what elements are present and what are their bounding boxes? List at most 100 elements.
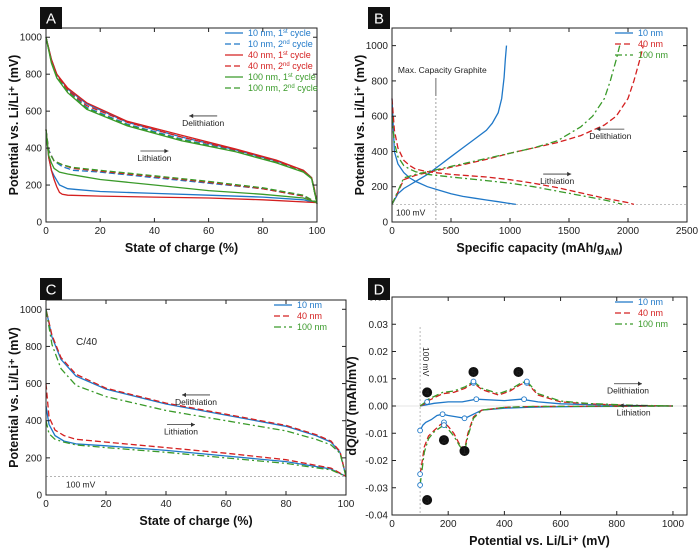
peak-label-badge — [459, 445, 470, 456]
peak-label: 3 — [425, 495, 430, 505]
series-line — [45, 420, 347, 477]
x-axis-label-sub: AM — [604, 247, 618, 257]
annotation-arrowhead — [189, 113, 194, 119]
peak-label: 4 — [425, 387, 430, 397]
series-line — [45, 383, 347, 477]
x-tick-label: 0 — [389, 519, 395, 530]
y-tick-label: -0.01 — [365, 429, 388, 440]
x-tick-label: 400 — [496, 519, 513, 530]
x-tick-label: 500 — [443, 226, 460, 237]
y-tick-label: 0.03 — [369, 320, 389, 331]
annotation-arrowhead — [567, 171, 572, 177]
y-tick-label: 0.00 — [369, 402, 389, 413]
x-axis-label: Specific capacity (mAh/gAM) — [456, 241, 622, 257]
x-tick-label: 20 — [100, 499, 112, 510]
y-tick-label: 0 — [36, 218, 42, 229]
x-tick-label: 0 — [389, 226, 395, 237]
y-tick-label: 1000 — [366, 41, 389, 52]
annotation-delithiation: Delithiation — [175, 397, 217, 407]
x-axis-label: State of charge (%) — [139, 514, 252, 528]
peak-marker — [473, 396, 480, 403]
legend-label: 10 nm, 1st cycle — [248, 28, 311, 38]
x-tick-label: 1000 — [662, 519, 685, 530]
annotation-delithiation: Delithiation — [589, 131, 631, 141]
legend-label-sup: nd — [283, 40, 290, 46]
panel-B: 100 mV Max. Capacity Graphite Delithiation… — [353, 7, 699, 257]
x-axis-label: State of charge (%) — [125, 241, 238, 255]
annotation-arrowhead — [638, 381, 642, 386]
y-axis-label: Potential vs. Li/Li⁺ (mV) — [7, 327, 21, 468]
x-tick-label: 1500 — [558, 226, 581, 237]
y-axis-label: Potential vs. Li/Li⁺ (mV) — [353, 55, 367, 196]
y-tick-label: 400 — [371, 147, 388, 158]
peak-label-badge — [422, 387, 433, 398]
x-tick-label: 60 — [220, 499, 232, 510]
annotation-arrowhead — [619, 403, 624, 408]
peak-label-badge — [468, 366, 479, 377]
x-axis-label: Potential vs. Li/Li⁺ (mV) — [469, 534, 610, 548]
x-tick-label: 40 — [149, 226, 161, 237]
legend-label: 10 nm — [638, 28, 663, 38]
legend-label-tail: cycle — [293, 72, 316, 82]
y-tick-label: 0.01 — [369, 374, 389, 385]
x-tick-label: 20 — [95, 226, 107, 237]
x-tick-label: 1000 — [499, 226, 522, 237]
legend-label-sup: st — [288, 73, 293, 79]
plot-frame — [391, 27, 688, 223]
series-line — [45, 309, 347, 477]
graphite-capacity-label: Max. Capacity Graphite — [398, 65, 487, 75]
legend-label-sup: st — [283, 51, 288, 57]
annotation-lithiation: Lithiation — [137, 153, 171, 163]
series-line — [45, 309, 347, 477]
series-line — [45, 405, 347, 477]
series-line — [391, 116, 623, 206]
series-line — [391, 45, 621, 205]
peak-marker — [441, 422, 447, 428]
y-tick-label: 600 — [371, 112, 388, 123]
y-tick-label: 0 — [36, 491, 42, 502]
series-line — [391, 98, 516, 206]
annotation-arrowhead — [596, 126, 601, 132]
legend-label: 100 nm — [297, 322, 327, 332]
y-axis-label: Potential vs. Li/Li⁺ (mV) — [7, 55, 21, 196]
x-tick-label: 600 — [552, 519, 569, 530]
reference-line-label: 100 mV — [421, 347, 431, 377]
peak-label: 2 — [442, 435, 447, 445]
plot-frame — [45, 299, 347, 496]
legend-label: 40 nm — [638, 39, 663, 49]
y-tick-label: 200 — [371, 182, 388, 193]
y-tick-label: 200 — [25, 453, 42, 464]
x-axis-label-end: ) — [618, 241, 622, 255]
peak-marker — [521, 396, 527, 403]
legend-label-tail: cycle — [290, 61, 313, 71]
panel-letter: B — [374, 11, 384, 28]
y-tick-label: 800 — [371, 76, 388, 87]
y-tick-label: 200 — [25, 181, 42, 192]
peak-label: 1 — [462, 446, 467, 456]
peak-marker — [524, 378, 530, 385]
series-line — [391, 45, 508, 205]
rate-label: C/40 — [76, 337, 98, 348]
x-tick-label: 800 — [608, 519, 625, 530]
x-tick-label: 40 — [160, 499, 172, 510]
x-tick-label: 80 — [280, 499, 292, 510]
y-tick-label: 400 — [25, 144, 42, 155]
annotation-delithiation: Delithiation — [182, 118, 224, 128]
panel-letter: A — [46, 11, 56, 28]
peak-marker — [461, 415, 468, 422]
reference-line-label: 100 mV — [66, 479, 96, 489]
peak-label: 6 — [516, 367, 521, 377]
panel-C: 100 mV Delithiation Lithiation C/40 0 20 40 60 8… — [7, 278, 355, 528]
y-tick-label: -0.03 — [365, 483, 388, 494]
legend-label: 100 nm — [638, 319, 668, 329]
legend-label: 10 nm — [297, 300, 322, 310]
legend-label: 40 nm — [297, 311, 322, 321]
annotation-arrowhead — [191, 422, 195, 427]
y-tick-label: 0.02 — [369, 347, 389, 358]
panel-letter: C — [46, 282, 57, 299]
y-tick-label: 800 — [25, 70, 42, 81]
y-tick-label: -0.04 — [365, 511, 388, 522]
y-tick-label: -0.02 — [365, 456, 388, 467]
